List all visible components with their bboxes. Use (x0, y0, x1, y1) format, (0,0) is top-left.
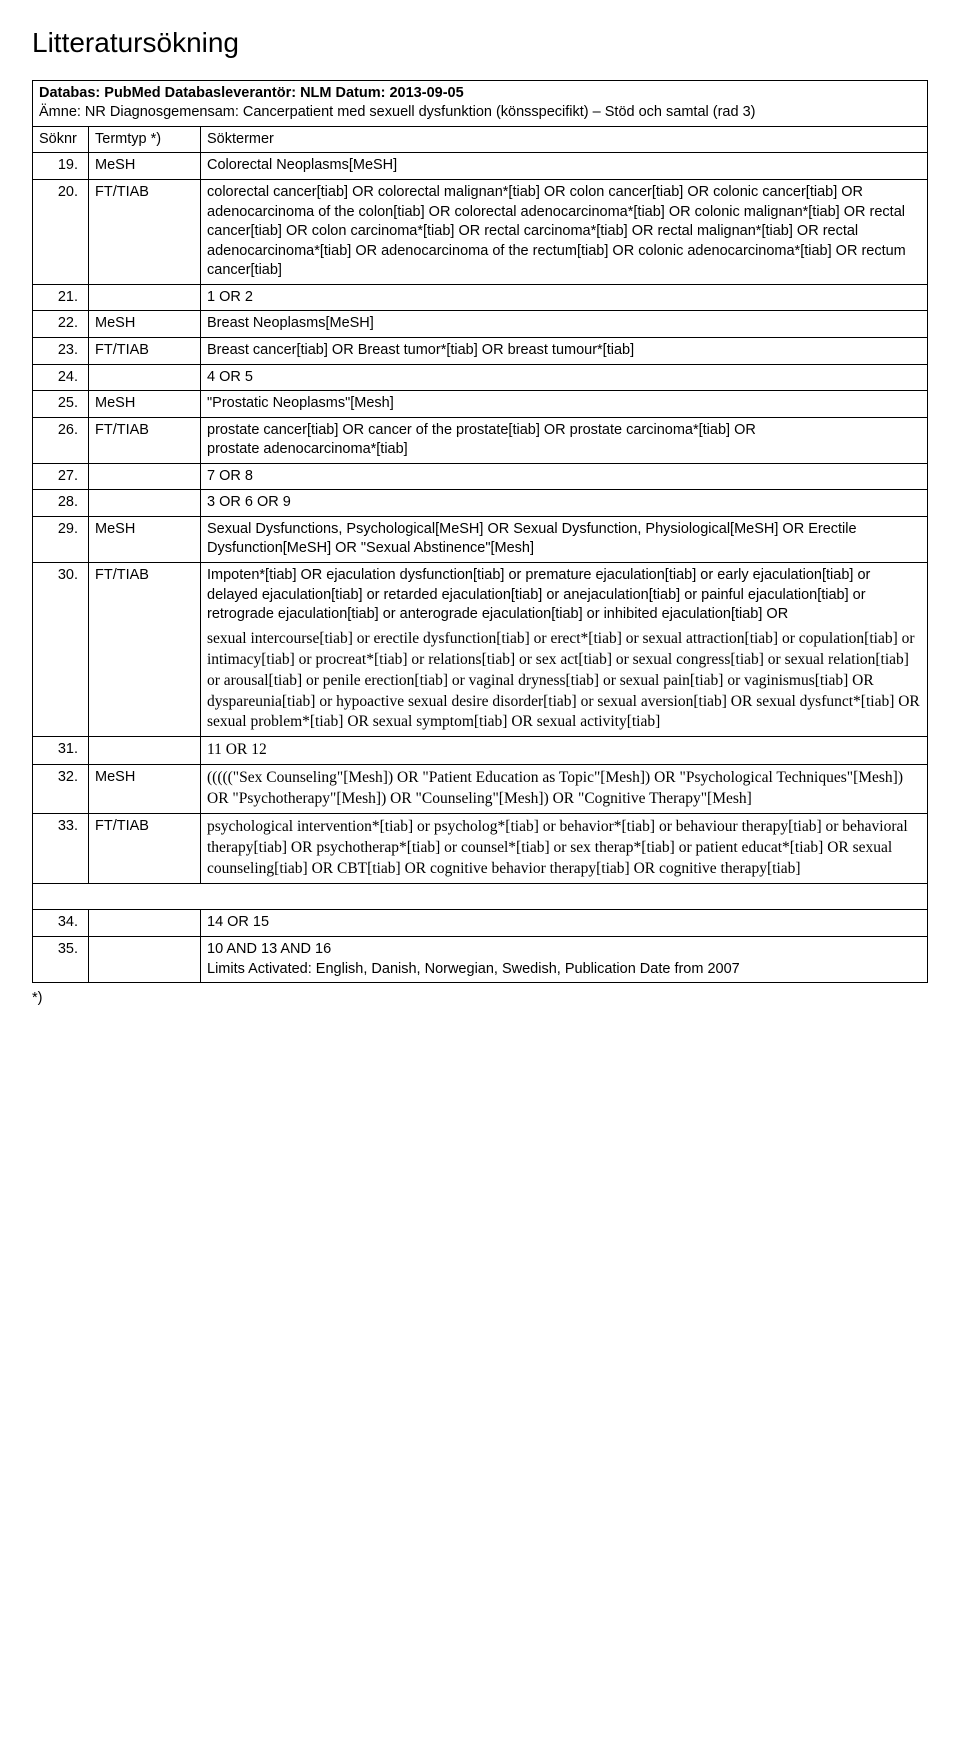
row-termtype: MeSH (89, 153, 201, 180)
row-termtype (89, 937, 201, 983)
row-searchterms: psychological intervention*[tiab] or psy… (201, 814, 928, 884)
row-searchterms: Breast cancer[tiab] OR Breast tumor*[tia… (201, 337, 928, 364)
row-searchterms: "Prostatic Neoplasms"[Mesh] (201, 391, 928, 418)
row-termtype: MeSH (89, 311, 201, 338)
table-row: 30.FT/TIABImpoten*[tiab] OR ejaculation … (33, 563, 928, 737)
meta-cell: Databas: PubMed Databasleverantör: NLM D… (33, 80, 928, 126)
table-row: 33.FT/TIABpsychological intervention*[ti… (33, 814, 928, 884)
row-searchterms: 4 OR 5 (201, 364, 928, 391)
row-number: 34. (33, 910, 89, 937)
row-number: 26. (33, 417, 89, 463)
row-termtype (89, 284, 201, 311)
row-number: 22. (33, 311, 89, 338)
row-number: 24. (33, 364, 89, 391)
row-termtype (89, 910, 201, 937)
row-termtype (89, 490, 201, 517)
table-row: 23.FT/TIABBreast cancer[tiab] OR Breast … (33, 337, 928, 364)
row-searchterms: ((((("Sex Counseling"[Mesh]) OR "Patient… (201, 765, 928, 814)
header-termtyp: Termtyp *) (89, 126, 201, 153)
table-row: 32.MeSH((((("Sex Counseling"[Mesh]) OR "… (33, 765, 928, 814)
row-number: 19. (33, 153, 89, 180)
row-number: 20. (33, 180, 89, 285)
table-row: 26.FT/TIABprostate cancer[tiab] OR cance… (33, 417, 928, 463)
header-row: Söknr Termtyp *) Söktermer (33, 126, 928, 153)
header-soktermer: Söktermer (201, 126, 928, 153)
row-termtype: FT/TIAB (89, 180, 201, 285)
table-row: 29.MeSHSexual Dysfunctions, Psychologica… (33, 516, 928, 562)
table-row: 20.FT/TIABcolorectal cancer[tiab] OR col… (33, 180, 928, 285)
table-row: 35. 10 AND 13 AND 16 Limits Activated: En… (33, 937, 928, 983)
row-searchterms: 11 OR 12 (201, 737, 928, 765)
footnote: *) (32, 989, 928, 1009)
gap-row (33, 883, 928, 910)
row-termtype: FT/TIAB (89, 417, 201, 463)
row-termtype: MeSH (89, 516, 201, 562)
row-searchterms: colorectal cancer[tiab] OR colorectal ma… (201, 180, 928, 285)
page-title: Litteratursökning (32, 24, 928, 62)
table-row: 21. 1 OR 2 (33, 284, 928, 311)
search-table: Databas: PubMed Databasleverantör: NLM D… (32, 80, 928, 983)
row-number: 21. (33, 284, 89, 311)
row-searchterms: 1 OR 2 (201, 284, 928, 311)
row-number: 27. (33, 463, 89, 490)
row-number: 30. (33, 563, 89, 737)
row-termtype (89, 364, 201, 391)
row-searchterms: Colorectal Neoplasms[MeSH] (201, 153, 928, 180)
meta-line2: Ämne: NR Diagnosgemensam: Cancerpatient … (39, 104, 755, 120)
table-row: 25.MeSH"Prostatic Neoplasms"[Mesh] (33, 391, 928, 418)
row-termtype: FT/TIAB (89, 563, 201, 737)
row-termtype: MeSH (89, 391, 201, 418)
row-number: 28. (33, 490, 89, 517)
table-row: 34. 14 OR 15 (33, 910, 928, 937)
row-number: 32. (33, 765, 89, 814)
row-searchterms: 10 AND 13 AND 16 Limits Activated: Engli… (201, 937, 928, 983)
row-termtype: FT/TIAB (89, 814, 201, 884)
row-number: 33. (33, 814, 89, 884)
row-searchterms: prostate cancer[tiab] OR cancer of the p… (201, 417, 928, 463)
row-number: 35. (33, 937, 89, 983)
row-searchterms: 14 OR 15 (201, 910, 928, 937)
row-termtype: FT/TIAB (89, 337, 201, 364)
table-row: 19.MeSHColorectal Neoplasms[MeSH] (33, 153, 928, 180)
meta-line1: Databas: PubMed Databasleverantör: NLM D… (39, 85, 464, 101)
row-searchterms: Breast Neoplasms[MeSH] (201, 311, 928, 338)
row-termtype (89, 463, 201, 490)
row-termtype (89, 737, 201, 765)
table-row: 24. 4 OR 5 (33, 364, 928, 391)
table-row: 31. 11 OR 12 (33, 737, 928, 765)
row-number: 31. (33, 737, 89, 765)
row-number: 29. (33, 516, 89, 562)
header-soknr: Söknr (33, 126, 89, 153)
row-number: 25. (33, 391, 89, 418)
row-searchterms: Sexual Dysfunctions, Psychological[MeSH]… (201, 516, 928, 562)
row-number: 23. (33, 337, 89, 364)
table-row: 22.MeSHBreast Neoplasms[MeSH] (33, 311, 928, 338)
row-searchterms: Impoten*[tiab] OR ejaculation dysfunctio… (201, 563, 928, 737)
row-termtype: MeSH (89, 765, 201, 814)
row-searchterms: 7 OR 8 (201, 463, 928, 490)
table-row: 27. 7 OR 8 (33, 463, 928, 490)
row-searchterms: 3 OR 6 OR 9 (201, 490, 928, 517)
table-row: 28. 3 OR 6 OR 9 (33, 490, 928, 517)
